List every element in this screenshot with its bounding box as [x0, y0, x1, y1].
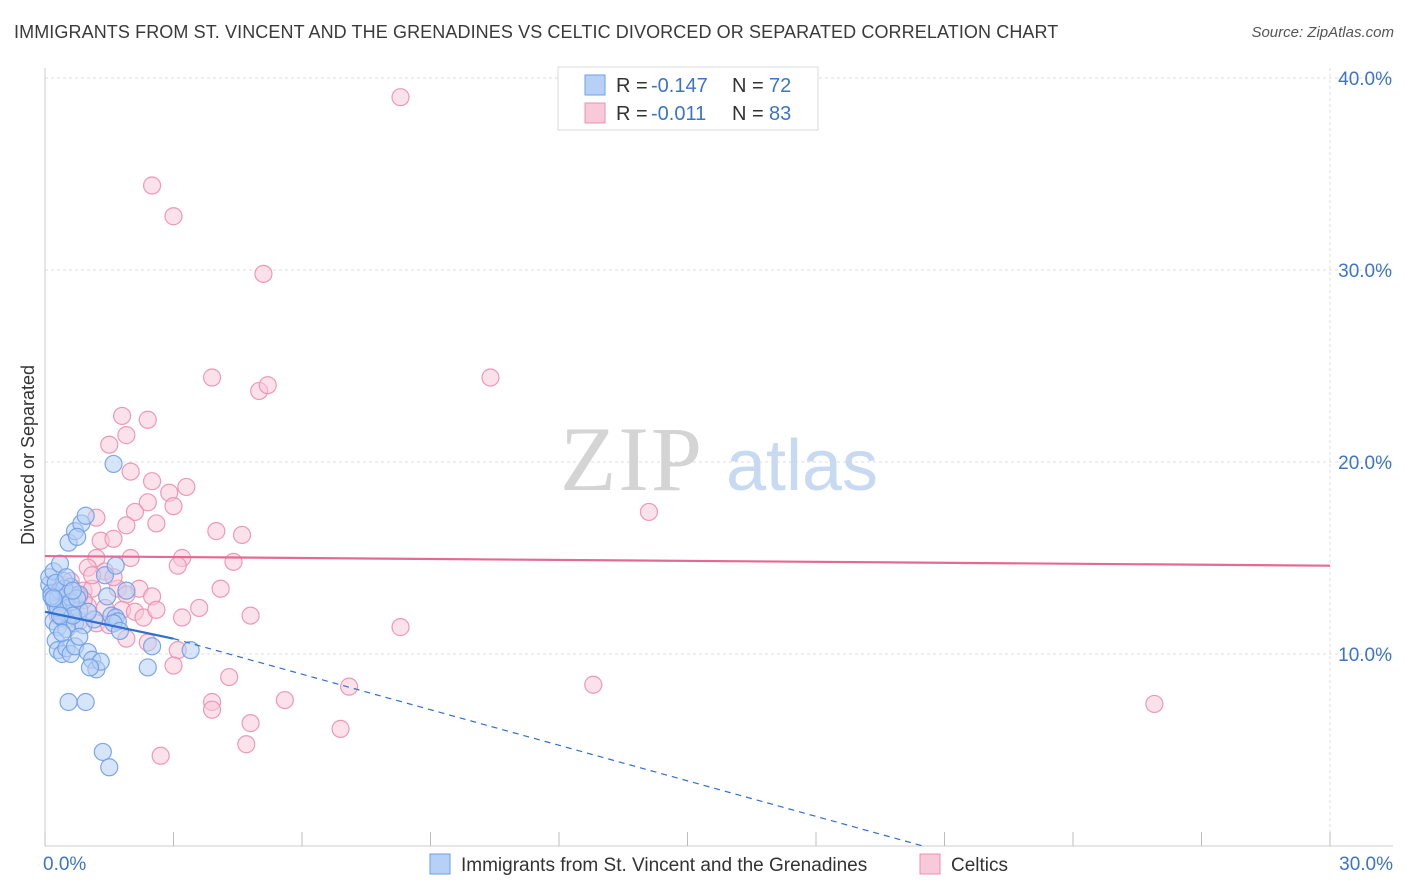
pink-point-3 [254, 264, 273, 283]
blue-point-60 [104, 454, 123, 474]
legend-r-value-blue: -0.147 [651, 75, 708, 97]
y-tick-label-2: 30.0% [1338, 261, 1392, 282]
blue-point-42 [106, 556, 125, 575]
pink-point-64 [220, 667, 239, 687]
legend-n-value-pink: 83 [769, 103, 791, 125]
pink-point-23 [232, 525, 252, 545]
blue-point-39 [76, 506, 95, 525]
pink-point-71 [331, 719, 350, 738]
blue-trend-line [44, 610, 174, 640]
pink-point-2 [164, 207, 183, 226]
pink-point-69 [202, 700, 222, 719]
pink-point-72 [237, 735, 256, 754]
pink-point-4 [202, 368, 222, 387]
watermark: ZIP atlas [560, 408, 878, 510]
bottom-legend-label-pink: Celtics [951, 855, 1008, 876]
pink-point-16 [138, 493, 157, 512]
pink-point-59 [391, 618, 410, 637]
trend-lines [44, 554, 1331, 847]
blue-point-49 [110, 621, 130, 641]
x-tick-label-1: 30.0% [1339, 854, 1393, 875]
correlation-legend: R = -0.147 N = 72 R = -0.011 N = 83 [557, 66, 819, 131]
legend-n-label-pink: N = [732, 103, 769, 125]
tick-labels: 10.0% 20.0% 30.0% 40.0% 0.0% 30.0% [43, 69, 1393, 875]
pink-point-74 [1145, 694, 1164, 714]
svg-points [40, 454, 200, 777]
pink-point-18 [125, 502, 145, 522]
pink-point-65 [340, 677, 359, 696]
axes [44, 68, 1393, 847]
pink-point-40 [211, 579, 230, 598]
pink-point-30 [224, 552, 243, 571]
x-tick-label-0: 0.0% [43, 854, 86, 875]
pink-point-22 [207, 522, 226, 541]
pink-point-70 [241, 714, 260, 733]
legend-r-label-blue: R = [616, 75, 653, 97]
blue-trend-extension [173, 638, 924, 847]
y-axis-label: Divorced or Separated [18, 365, 38, 545]
y-tick-label-1: 20.0% [1338, 453, 1392, 474]
blue-point-68 [53, 623, 72, 642]
pink-point-20 [147, 514, 166, 533]
blue-point-44 [98, 587, 117, 606]
pink-point-6 [258, 376, 277, 395]
pink-point-1 [142, 176, 162, 195]
source-credit: Source: ZipAtlas.com [1251, 24, 1394, 41]
pink-point-73 [151, 746, 170, 765]
y-tick-label-0: 10.0% [1338, 645, 1392, 666]
pink-point-80 [147, 600, 166, 619]
pink-point-26 [104, 529, 123, 548]
legend-swatch-pink [584, 102, 606, 124]
blue-point-30 [70, 627, 89, 646]
pink-point-10 [117, 426, 136, 445]
pink-point-28 [121, 548, 140, 568]
pink-point-68 [275, 690, 294, 710]
pink-point-12 [121, 462, 140, 481]
blue-point-67 [100, 758, 119, 777]
pink-point-66 [584, 675, 603, 694]
blue-point-35 [80, 658, 100, 677]
series-legend: Immigrants from St. Vincent and the Gren… [429, 853, 1008, 876]
bottom-legend-swatch-pink [919, 853, 941, 875]
watermark-atlas: atlas [726, 426, 878, 506]
pink-point-17 [164, 497, 183, 516]
legend-n-label-blue: N = [732, 75, 769, 97]
pink-trend-line [44, 554, 1331, 567]
legend-r-label-pink: R = [616, 103, 653, 125]
pink-point-51 [241, 606, 260, 625]
legend-swatch-blue [584, 74, 606, 96]
bottom-legend-swatch-blue [429, 853, 451, 875]
watermark-zip: ZIP [560, 408, 704, 510]
pink-point-13 [142, 472, 162, 491]
pink-point-19 [117, 516, 136, 535]
blue-point-61 [142, 637, 162, 656]
pink-point-11 [100, 435, 119, 454]
blue-point-43 [117, 581, 136, 600]
pink-point-9 [138, 410, 157, 429]
blue-point-40 [68, 527, 87, 546]
pink-point-63 [164, 656, 183, 675]
pink-point-7 [481, 368, 500, 387]
pink-point-8 [112, 406, 132, 426]
blue-point-62 [181, 641, 200, 660]
chart-title: IMMIGRANTS FROM ST. VINCENT AND THE GREN… [14, 22, 1059, 42]
pink-point-24 [639, 502, 659, 522]
blue-point-66 [93, 742, 112, 762]
pink-point-31 [168, 556, 187, 575]
pink-point-0 [391, 88, 410, 107]
blue-point-63 [138, 658, 157, 677]
blue-point-65 [76, 692, 95, 712]
pink-point-50 [190, 598, 209, 618]
pink-point-15 [177, 477, 196, 497]
blue-point-64 [59, 692, 78, 712]
pink-point-58 [172, 608, 192, 627]
blue-point-71 [63, 581, 82, 600]
legend-r-value-pink: -0.011 [651, 103, 706, 125]
bottom-legend-label-blue: Immigrants from St. Vincent and the Gren… [461, 855, 867, 876]
legend-n-value-blue: 72 [769, 75, 791, 97]
blue-point-69 [44, 589, 63, 608]
y-tick-label-3: 40.0% [1338, 69, 1392, 90]
